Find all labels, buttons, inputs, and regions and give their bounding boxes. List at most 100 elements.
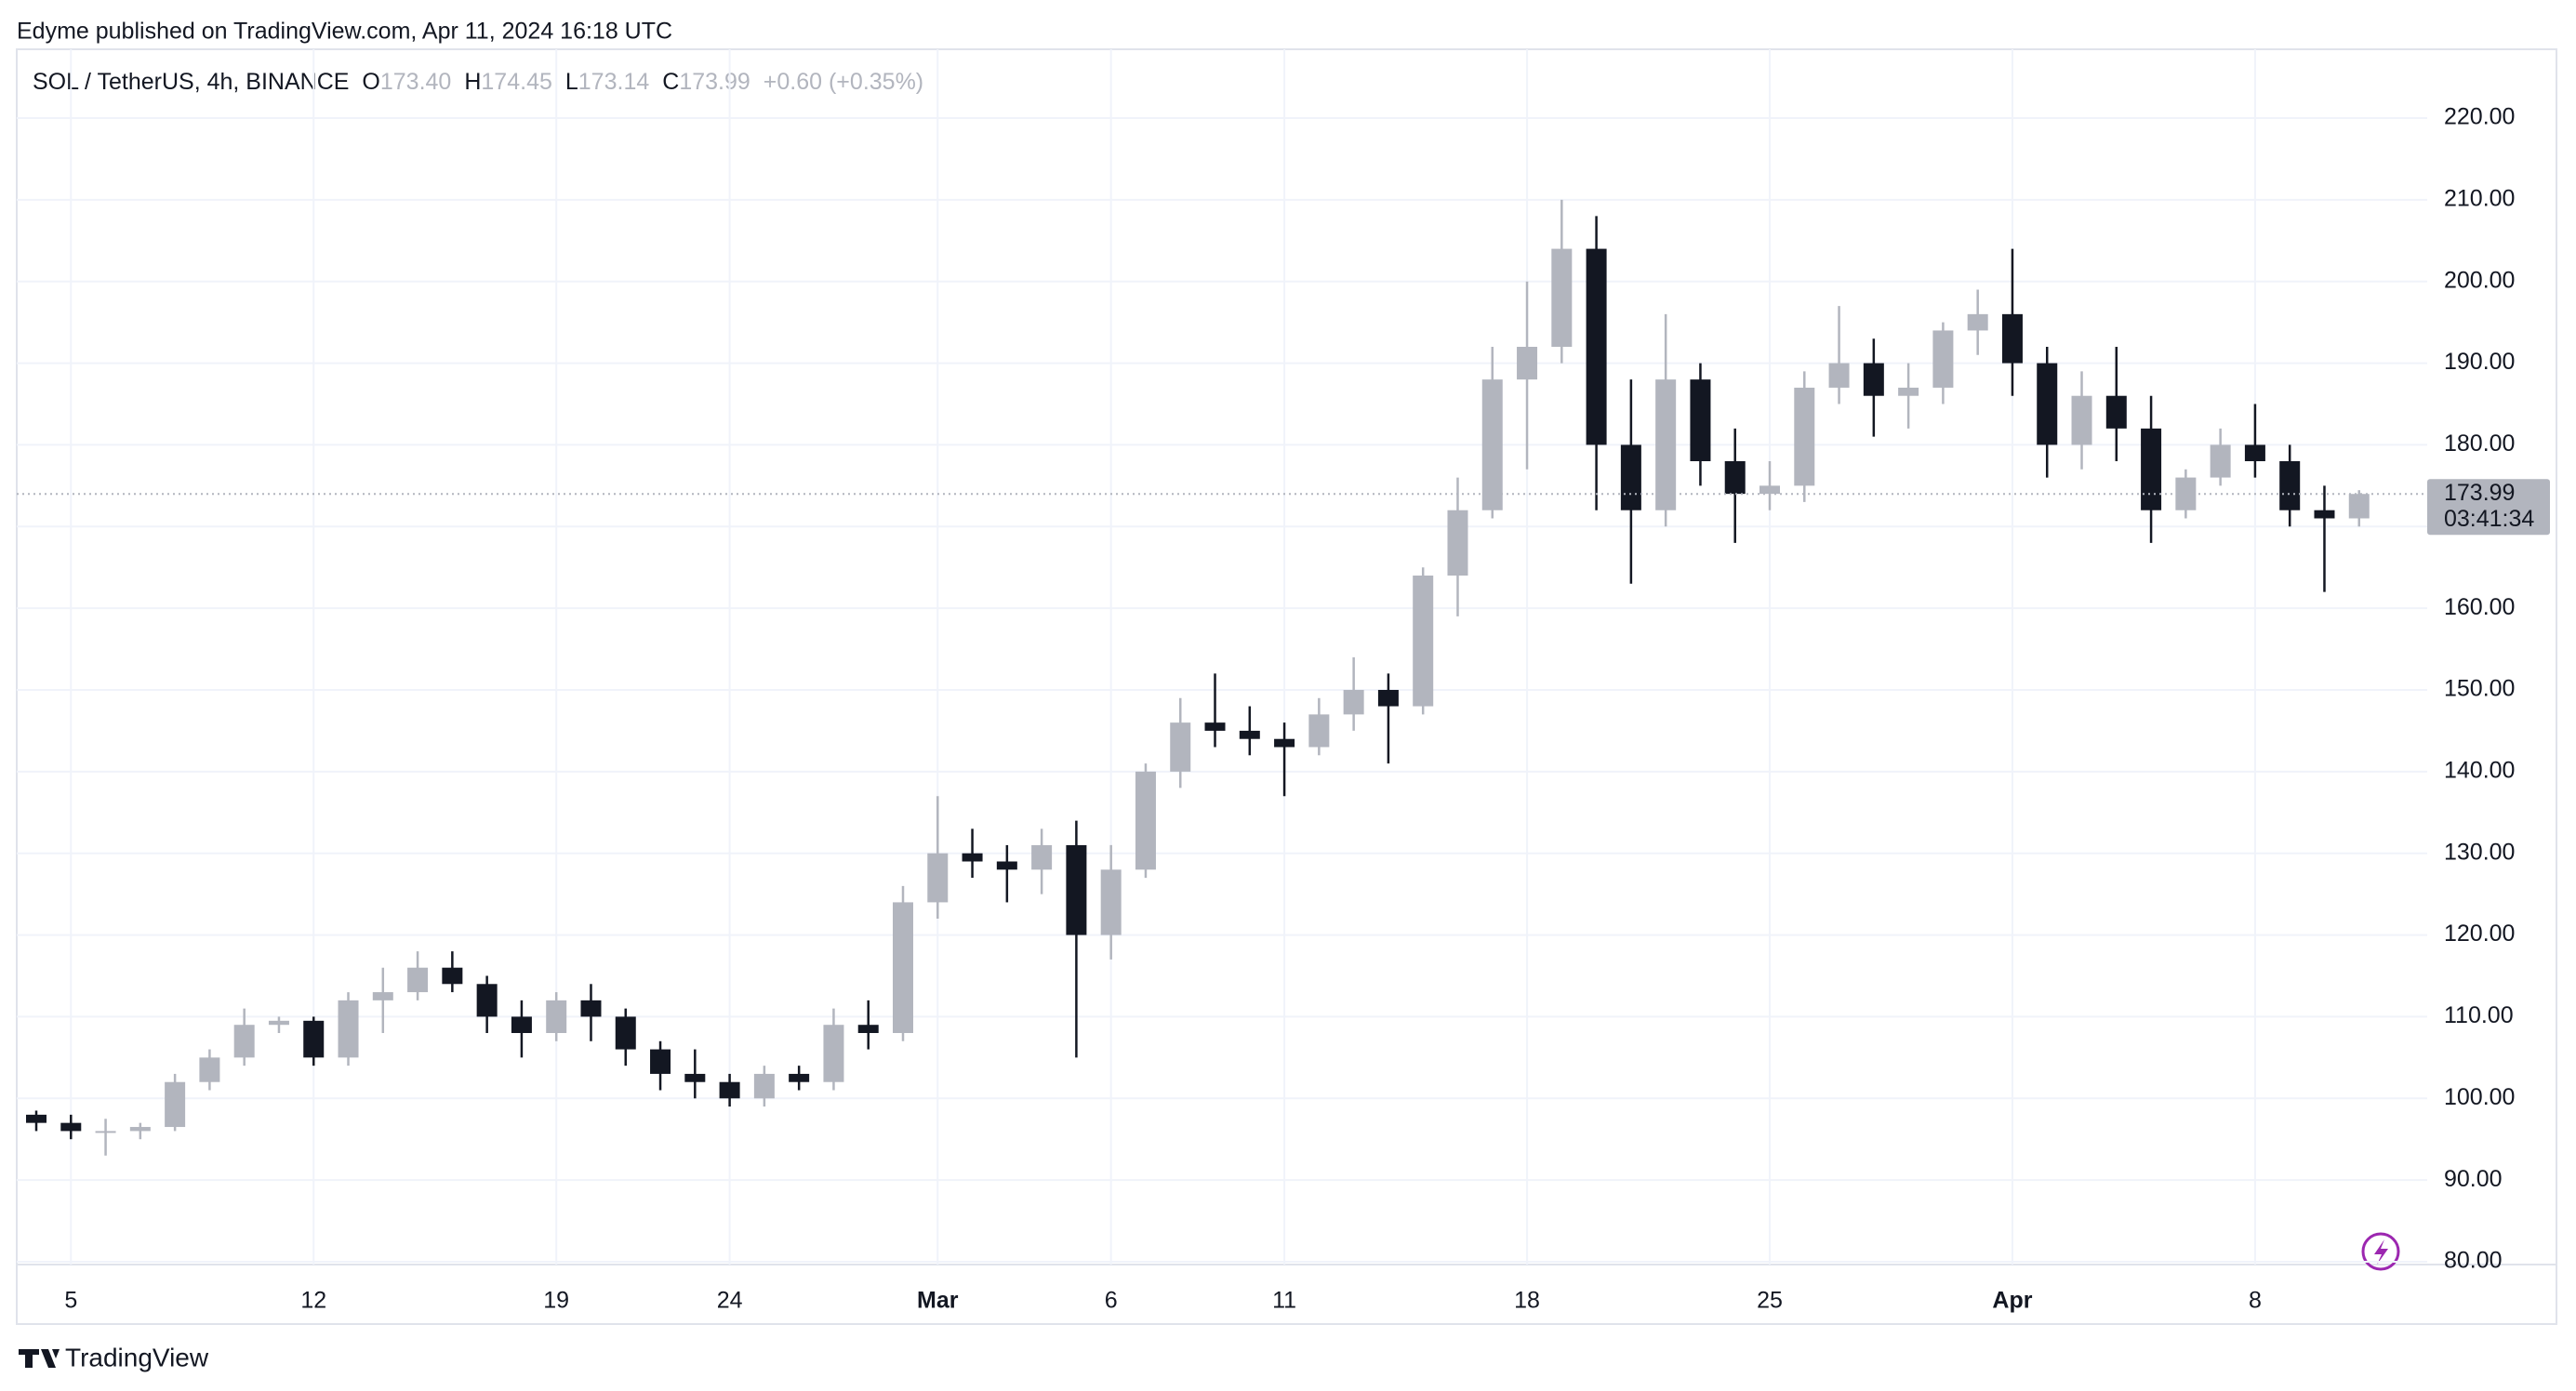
alert-icon-bolt bbox=[2374, 1239, 2388, 1265]
y-tick-label: 110.00 bbox=[2444, 1002, 2514, 1028]
candle-body bbox=[60, 1122, 82, 1132]
candle-body bbox=[1620, 444, 1641, 510]
candle-body bbox=[580, 1000, 602, 1017]
ohlc-key: C bbox=[662, 69, 679, 95]
candle-body bbox=[719, 1081, 740, 1099]
candle-body bbox=[1413, 576, 1434, 707]
alert-icon[interactable] bbox=[2361, 1232, 2400, 1271]
candle-body bbox=[1551, 248, 1573, 347]
legend: SOL / TetherUS, 4h, BINANCE O173.40 H174.4… bbox=[33, 69, 923, 95]
ohlc-key: O bbox=[362, 69, 379, 95]
candle-body bbox=[2071, 395, 2092, 445]
candle-body bbox=[1481, 379, 1503, 510]
y-tick-label: 200.00 bbox=[2444, 267, 2515, 293]
candle-body bbox=[407, 967, 429, 993]
candle-body bbox=[789, 1073, 810, 1082]
x-tick-label: Apr bbox=[1992, 1288, 2032, 1314]
candle-body bbox=[1274, 738, 1295, 748]
x-tick-label: Mar bbox=[917, 1288, 959, 1314]
candle-body bbox=[1586, 248, 1607, 445]
candle-body bbox=[2141, 428, 2162, 510]
y-tick-label: 140.00 bbox=[2444, 757, 2515, 783]
candle-body bbox=[1655, 379, 1677, 510]
y-tick-label: 190.00 bbox=[2444, 349, 2515, 375]
candle-body bbox=[372, 992, 393, 1000]
y-tick-label: 180.00 bbox=[2444, 431, 2515, 457]
candle-body bbox=[1898, 387, 1919, 396]
candle-body bbox=[1100, 869, 1122, 935]
candle-body bbox=[129, 1127, 151, 1132]
y-tick-label: 100.00 bbox=[2444, 1084, 2515, 1110]
x-tick-label: 11 bbox=[1272, 1288, 1296, 1314]
y-tick-label: 90.00 bbox=[2444, 1166, 2503, 1192]
candle-body bbox=[1724, 461, 1746, 495]
candle-body bbox=[615, 1016, 636, 1050]
symbol: SOL / TetherUS, 4h, BINANCE bbox=[33, 69, 349, 95]
candle-body bbox=[1377, 690, 1399, 707]
y-tick-label: 80.00 bbox=[2444, 1248, 2503, 1274]
candle-body bbox=[303, 1020, 325, 1058]
candle-body bbox=[1204, 722, 1226, 731]
candle-body bbox=[2244, 444, 2265, 461]
change: +0.60 (+0.35%) bbox=[764, 69, 923, 95]
candle-body bbox=[2279, 461, 2301, 510]
x-tick-label: 8 bbox=[2249, 1288, 2262, 1314]
candle-body bbox=[927, 853, 949, 903]
ohlc-key: L bbox=[565, 69, 578, 95]
candle-body bbox=[546, 1000, 567, 1033]
brand-logo bbox=[19, 1349, 60, 1368]
candle-body bbox=[1517, 347, 1538, 380]
candle-body bbox=[2210, 444, 2231, 478]
ohlc-value: 174.45 bbox=[481, 69, 551, 95]
candle-body bbox=[511, 1016, 532, 1033]
x-tick-label: 24 bbox=[717, 1288, 743, 1314]
brand-name: TradingView bbox=[65, 1343, 209, 1371]
candle-body bbox=[1794, 387, 1815, 486]
candle-body bbox=[753, 1073, 775, 1099]
candle-body bbox=[165, 1081, 186, 1128]
publisher: Edyme published on TradingView.com, Apr … bbox=[17, 19, 672, 45]
candle-body bbox=[1239, 730, 1260, 739]
candle-body bbox=[1135, 771, 1156, 870]
candle-body bbox=[1447, 510, 1468, 576]
x-tick-label: 5 bbox=[64, 1288, 77, 1314]
x-tick-label: 18 bbox=[1514, 1288, 1540, 1314]
candle-body bbox=[2105, 395, 2127, 429]
last-price-box bbox=[2427, 479, 2550, 536]
ohlc-value: 173.14 bbox=[578, 69, 650, 95]
candle-body bbox=[233, 1025, 255, 1058]
candle-body bbox=[1170, 722, 1191, 772]
candle-body bbox=[442, 967, 463, 985]
y-tick-label: 120.00 bbox=[2444, 921, 2515, 947]
candle-body bbox=[823, 1025, 844, 1082]
last-price-label: 173.99 bbox=[2444, 480, 2515, 506]
y-tick-label: 210.00 bbox=[2444, 185, 2515, 211]
candle-body bbox=[2348, 494, 2370, 519]
candle-body bbox=[1066, 844, 1087, 935]
candle-body bbox=[1031, 844, 1053, 870]
candle-body bbox=[2001, 313, 2023, 364]
x-tick-label: 12 bbox=[300, 1288, 326, 1314]
candle-body bbox=[338, 1000, 359, 1058]
candle-body bbox=[650, 1049, 671, 1074]
candle-body bbox=[1308, 714, 1330, 748]
y-tick-label: 160.00 bbox=[2444, 594, 2515, 620]
candle-body bbox=[2314, 510, 2335, 519]
candle-body bbox=[684, 1073, 706, 1082]
ohlc-value: 173.40 bbox=[380, 69, 451, 95]
ohlc-key: H bbox=[464, 69, 481, 95]
chart-frame bbox=[16, 48, 2557, 1325]
candle-body bbox=[1759, 485, 1780, 495]
y-tick-label: 130.00 bbox=[2444, 839, 2515, 865]
candle-body bbox=[996, 861, 1017, 870]
candle-body bbox=[857, 1025, 879, 1033]
x-tick-label: 19 bbox=[543, 1288, 569, 1314]
candle-body bbox=[962, 853, 983, 862]
candle-body bbox=[1863, 363, 1884, 396]
candle-body bbox=[1690, 379, 1711, 461]
candle-body bbox=[26, 1114, 46, 1123]
y-tick-label: 150.00 bbox=[2444, 676, 2515, 702]
legend-line: SOL / TetherUS, 4h, BINANCE O173.40 H174.4… bbox=[33, 69, 923, 95]
